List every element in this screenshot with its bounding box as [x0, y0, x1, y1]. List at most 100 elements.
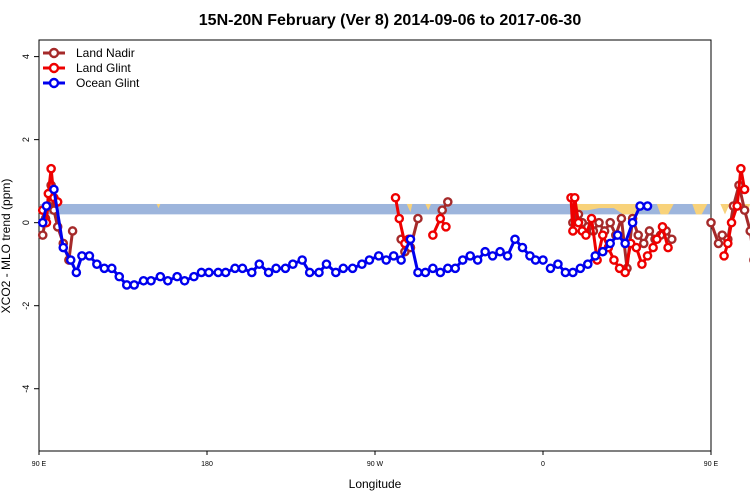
chart-title: 15N-20N February (Ver 8) 2014-09-06 to 2…: [199, 12, 582, 29]
legend-label: Land Glint: [76, 61, 131, 75]
data-point: [237, 263, 248, 274]
data-point: [381, 255, 392, 265]
data-point: [321, 259, 332, 269]
highlight-patch-2: [569, 203, 644, 215]
data-point: [652, 234, 662, 245]
data-point: [723, 238, 733, 249]
data-point: [612, 230, 623, 240]
data-point: [605, 238, 616, 249]
data-point: [609, 255, 619, 265]
data-point: [597, 230, 608, 240]
data-point: [77, 251, 87, 261]
data-point: [246, 267, 257, 278]
data-point: [441, 222, 451, 232]
data-point: [297, 255, 308, 265]
data-point: [428, 230, 438, 240]
data-point: [288, 259, 298, 269]
data-point: [405, 234, 416, 245]
data-point: [435, 267, 446, 278]
data-point: [121, 280, 132, 290]
data-point: [642, 251, 653, 261]
data-point: [631, 242, 642, 253]
legend-label: Ocean Glint: [76, 76, 140, 90]
data-point: [719, 251, 729, 261]
data-point: [37, 217, 48, 228]
data-point: [428, 263, 438, 274]
data-point: [553, 259, 563, 269]
y-tick-label: 0: [21, 220, 31, 225]
data-point: [138, 275, 149, 286]
data-point: [442, 197, 453, 207]
data-point: [465, 251, 476, 261]
data-point: [189, 271, 199, 282]
data-point: [263, 267, 274, 278]
data-point: [648, 242, 658, 253]
y-tick-label: -2: [21, 302, 31, 310]
data-point: [739, 205, 750, 216]
legend-swatch-marker: [48, 77, 60, 89]
data-point: [663, 242, 673, 253]
data-point: [41, 201, 52, 211]
data-point: [84, 251, 95, 261]
highlight-patch-0: [406, 203, 413, 213]
data-point: [480, 246, 490, 257]
data-point: [220, 267, 231, 278]
data-point: [706, 217, 716, 228]
data-point: [179, 275, 190, 286]
data-point: [726, 217, 737, 228]
data-point: [213, 267, 223, 278]
data-point: [530, 255, 541, 265]
x-tick-label: 90 E: [704, 461, 719, 468]
data-point: [390, 192, 401, 203]
data-point: [667, 234, 677, 245]
legend-swatch-marker: [48, 47, 60, 59]
data-point: [65, 255, 76, 265]
data-point: [627, 217, 638, 228]
data-point: [49, 184, 59, 195]
data-point: [644, 226, 655, 236]
data-point: [568, 226, 578, 236]
data-point: [46, 163, 56, 174]
data-point: [472, 255, 483, 265]
highlight-patch-1: [425, 203, 431, 211]
data-point: [271, 263, 281, 274]
data-point: [616, 213, 627, 224]
data-point: [633, 230, 644, 240]
data-point: [114, 271, 125, 282]
series-ocean-glint: [37, 184, 653, 290]
data-point: [204, 267, 214, 278]
data-point: [435, 213, 446, 224]
data-point: [230, 263, 240, 274]
data-point: [437, 205, 448, 216]
y-tick-label: 2: [21, 137, 31, 142]
highlight-patches: [156, 203, 750, 215]
data-point: [637, 259, 647, 269]
data-point: [517, 242, 528, 253]
data-point: [586, 213, 597, 224]
legend-label: Land Nadir: [76, 46, 135, 60]
data-point: [642, 201, 653, 211]
data-point: [67, 226, 78, 236]
data-point: [92, 259, 102, 269]
highlight-patch-3: [656, 203, 674, 215]
x-tick-label: 180: [201, 461, 213, 468]
data-point: [146, 275, 156, 286]
data-point: [58, 242, 69, 253]
data-point: [581, 230, 591, 240]
reference-band: [40, 203, 710, 215]
data-point: [620, 238, 630, 249]
data-point: [736, 163, 746, 174]
data-point: [569, 192, 580, 203]
highlight-patch-5: [720, 203, 730, 215]
data-point: [597, 246, 608, 257]
data-point: [172, 271, 182, 282]
y-axis-label: XCO2 - MLO trend (ppm): [0, 179, 13, 314]
x-tick-label: 0: [541, 461, 545, 468]
x-tick-label: 90 E: [32, 461, 47, 468]
data-point: [568, 267, 578, 278]
data-point: [573, 217, 584, 228]
x-axis-label: Longitude: [349, 477, 402, 491]
data-point: [396, 255, 406, 265]
